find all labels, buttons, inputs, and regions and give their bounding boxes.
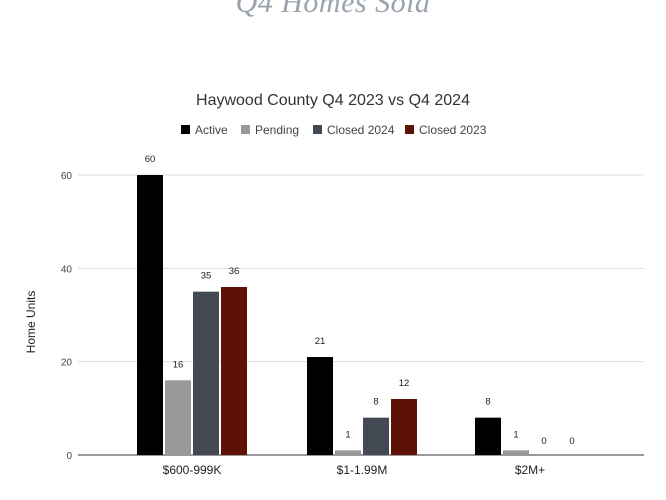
- x-tick-label: $2M+: [515, 463, 545, 477]
- page-heading: Q4 Homes Sold: [235, 0, 431, 19]
- data-label: 12: [399, 378, 410, 389]
- bar: [193, 291, 219, 455]
- y-tick-label: 60: [61, 171, 73, 182]
- data-label: 8: [373, 397, 378, 408]
- y-axis: 0 20 40 60: [61, 171, 73, 462]
- legend-label: Pending: [255, 123, 299, 137]
- bar: [221, 287, 247, 455]
- bar: [137, 175, 163, 455]
- data-label: 60: [145, 154, 156, 165]
- data-labels: 60 16 35 36 21 1 8 12 8 1 0 0: [145, 154, 575, 447]
- data-label: 1: [345, 429, 350, 440]
- data-label: 35: [201, 271, 212, 282]
- bar: [475, 417, 501, 455]
- legend-swatch: [405, 125, 414, 134]
- legend-label: Active: [195, 123, 228, 137]
- bar: [503, 450, 529, 455]
- chart-title: Haywood County Q4 2023 vs Q4 2024: [196, 92, 470, 109]
- bar: [307, 357, 333, 455]
- data-label: 1: [513, 429, 518, 440]
- bar: [335, 450, 361, 455]
- y-tick-label: 0: [66, 451, 72, 462]
- bar: [363, 417, 389, 455]
- legend-swatch: [313, 125, 322, 134]
- data-label: 16: [173, 359, 184, 370]
- bar: [391, 399, 417, 455]
- y-tick-label: 40: [61, 264, 73, 275]
- legend-label: Closed 2023: [419, 123, 487, 137]
- data-label: 0: [569, 436, 574, 447]
- bar: [165, 380, 191, 455]
- data-label: 21: [315, 336, 326, 347]
- x-axis: $600-999K $1-1.99M $2M+: [163, 463, 546, 477]
- y-axis-label: Home Units: [24, 291, 38, 354]
- data-label: 0: [541, 436, 546, 447]
- legend-swatch: [181, 125, 190, 134]
- legend: Active Pending Closed 2024 Closed 2023: [181, 123, 487, 137]
- legend-label: Closed 2024: [327, 123, 395, 137]
- data-label: 8: [485, 397, 490, 408]
- data-label: 36: [229, 266, 240, 277]
- bars: [137, 175, 529, 455]
- legend-swatch: [241, 125, 250, 134]
- x-tick-label: $1-1.99M: [337, 463, 388, 477]
- y-tick-label: 20: [61, 358, 73, 369]
- x-tick-label: $600-999K: [163, 463, 222, 477]
